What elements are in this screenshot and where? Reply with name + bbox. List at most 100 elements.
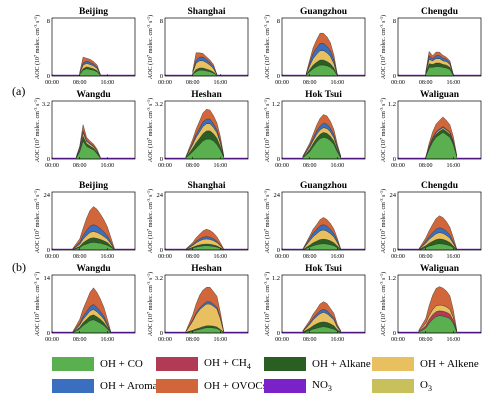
ytick-label-max: 8 — [393, 18, 396, 25]
ytick-label-max: 8 — [47, 18, 50, 25]
ytick-label-min: 0 — [160, 247, 163, 254]
ytick-label-max: 24 — [390, 192, 397, 199]
xtick-label: 00:00 — [158, 337, 172, 343]
ylabel: AOC (107 molec. cm-3 s-1) — [146, 15, 155, 79]
xtick-label: 00:00 — [391, 163, 405, 169]
panel-title: Shanghai — [187, 7, 225, 17]
ytick-label-max: 8 — [277, 18, 280, 25]
ytick-label-min: 0 — [277, 247, 280, 254]
ytick-label-max: 3.2 — [155, 275, 163, 282]
legend-swatch — [156, 357, 198, 371]
ylabel: AOC (107 molec. cm-3 s-1) — [33, 98, 42, 162]
xtick-label: 08:00 — [303, 80, 317, 86]
panel-title: Beijing — [79, 7, 108, 17]
panels: Beijing 0 8 00:00 08:00 16:00 AOC (107 molec. … — [33, 7, 482, 343]
xtick-label: 08:00 — [186, 163, 200, 169]
legend-swatch — [372, 357, 414, 371]
area-ovoc — [185, 108, 224, 158]
legend-swatch — [52, 357, 94, 371]
ytick-label-min: 0 — [393, 156, 396, 163]
xtick-label: 16:00 — [330, 254, 344, 260]
ytick-label-min: 0 — [277, 330, 280, 337]
ytick-label-min: 0 — [47, 73, 50, 80]
xtick-label: 16:00 — [330, 337, 344, 343]
legend-label: O3 — [420, 378, 432, 394]
legend-label: OH + Alkane — [312, 358, 371, 370]
panel-5: Heshan 0 3.2 00:00 08:00 16:00 AOC (107 molec.… — [146, 90, 249, 169]
xtick-label: 16:00 — [213, 337, 227, 343]
panel-title: Chengdu — [421, 7, 459, 17]
xtick-label: 16:00 — [446, 163, 460, 169]
panel-2: Guangzhou 0 8 00:00 08:00 16:00 AOC (107 molec… — [263, 7, 366, 86]
xtick-label: 00:00 — [391, 80, 405, 86]
axes-box — [164, 274, 249, 334]
panel-title: Shanghai — [187, 181, 225, 191]
xtick-label: 08:00 — [73, 337, 87, 343]
legend-item-arom: OH + Aromatics — [52, 378, 173, 394]
legend-swatch — [52, 379, 94, 393]
axes-box — [397, 191, 482, 251]
row-label-b: (b) — [12, 260, 26, 274]
xtick-label: 08:00 — [419, 80, 433, 86]
area-ovoc — [185, 287, 224, 333]
ylabel: AOC (107 molec. cm-3 s-1) — [146, 272, 155, 336]
panel-15: Waliguan 0 1.2 00:00 08:00 16:00 AOC (107 mole… — [379, 264, 482, 343]
xtick-label: 16:00 — [213, 163, 227, 169]
xtick-label: 00:00 — [158, 163, 172, 169]
panel-14: Hok Tsui 0 1.2 00:00 08:00 16:00 AOC (107 mole… — [263, 264, 366, 343]
legend-item-o3: O3 — [372, 378, 432, 394]
legend-label: OH + Aromatics — [100, 380, 173, 392]
area-ovoc — [79, 56, 101, 75]
ylabel: AOC (107 molec. cm-3 s-1) — [146, 98, 155, 162]
ytick-label-min: 0 — [277, 73, 280, 80]
legend-label: OH + OVOCs — [204, 380, 268, 392]
ylabel: AOC (107 molec. cm-3 s-1) — [379, 98, 388, 162]
axes-box — [51, 191, 136, 251]
panel-13: Heshan 0 3.2 00:00 08:00 16:00 AOC (107 molec.… — [146, 264, 249, 343]
panel-1: Shanghai 0 8 00:00 08:00 16:00 AOC (107 molec.… — [146, 7, 249, 86]
legend-swatch — [156, 379, 198, 393]
xtick-label: 08:00 — [419, 254, 433, 260]
ytick-label-min: 0 — [47, 247, 50, 254]
xtick-label: 00:00 — [275, 80, 289, 86]
panel-title: Beijing — [79, 181, 108, 191]
panel-7: Waliguan 0 1.2 00:00 08:00 16:00 AOC (107 mole… — [379, 90, 482, 169]
ytick-label-max: 3.2 — [42, 101, 50, 108]
ytick-label-max: 1.2 — [272, 101, 280, 108]
legend-item-ovoc: OH + OVOCs — [156, 378, 267, 394]
ytick-label-min: 0 — [393, 73, 396, 80]
panel-title: Hok Tsui — [305, 264, 342, 274]
ylabel: AOC (107 molec. cm-3 s-1) — [263, 189, 272, 253]
area-ovoc — [192, 52, 218, 75]
axes-box — [397, 100, 482, 160]
ytick-label-min: 0 — [393, 330, 396, 337]
xtick-label: 00:00 — [45, 80, 59, 86]
ytick-label-max: 14 — [44, 275, 51, 282]
panel-title: Guangzhou — [300, 181, 348, 191]
ylabel: AOC (107 molec. cm-3 s-1) — [379, 272, 388, 336]
panel-title: Hok Tsui — [305, 90, 342, 100]
ytick-label-max: 24 — [274, 192, 281, 199]
xtick-label: 16:00 — [446, 80, 460, 86]
axes-box — [164, 191, 249, 251]
panel-title: Chengdu — [421, 181, 459, 191]
ytick-label-max: 24 — [157, 192, 164, 199]
ytick-label-max: 1.2 — [388, 101, 396, 108]
xtick-label: 08:00 — [73, 80, 87, 86]
area-ovoc — [418, 286, 457, 332]
legend-label: NO3 — [312, 378, 332, 394]
ytick-label-min: 0 — [160, 73, 163, 80]
xtick-label: 16:00 — [100, 163, 114, 169]
ylabel: AOC (107 molec. cm-3 s-1) — [33, 189, 42, 253]
xtick-label: 16:00 — [100, 80, 114, 86]
xtick-label: 16:00 — [446, 254, 460, 260]
legend-item-ch4: OH + CH4 — [156, 356, 251, 372]
xtick-label: 00:00 — [275, 337, 289, 343]
ylabel: AOC (107 molec. cm-3 s-1) — [379, 189, 388, 253]
legend-label: OH + CH4 — [204, 356, 251, 372]
ylabel: AOC (107 molec. cm-3 s-1) — [263, 15, 272, 79]
legend-item-co: OH + CO — [52, 356, 143, 372]
panel-title: Wangdu — [76, 264, 111, 274]
panel-0: Beijing 0 8 00:00 08:00 16:00 AOC (107 molec. … — [33, 7, 136, 86]
legend-label: OH + Alkene — [420, 358, 479, 370]
